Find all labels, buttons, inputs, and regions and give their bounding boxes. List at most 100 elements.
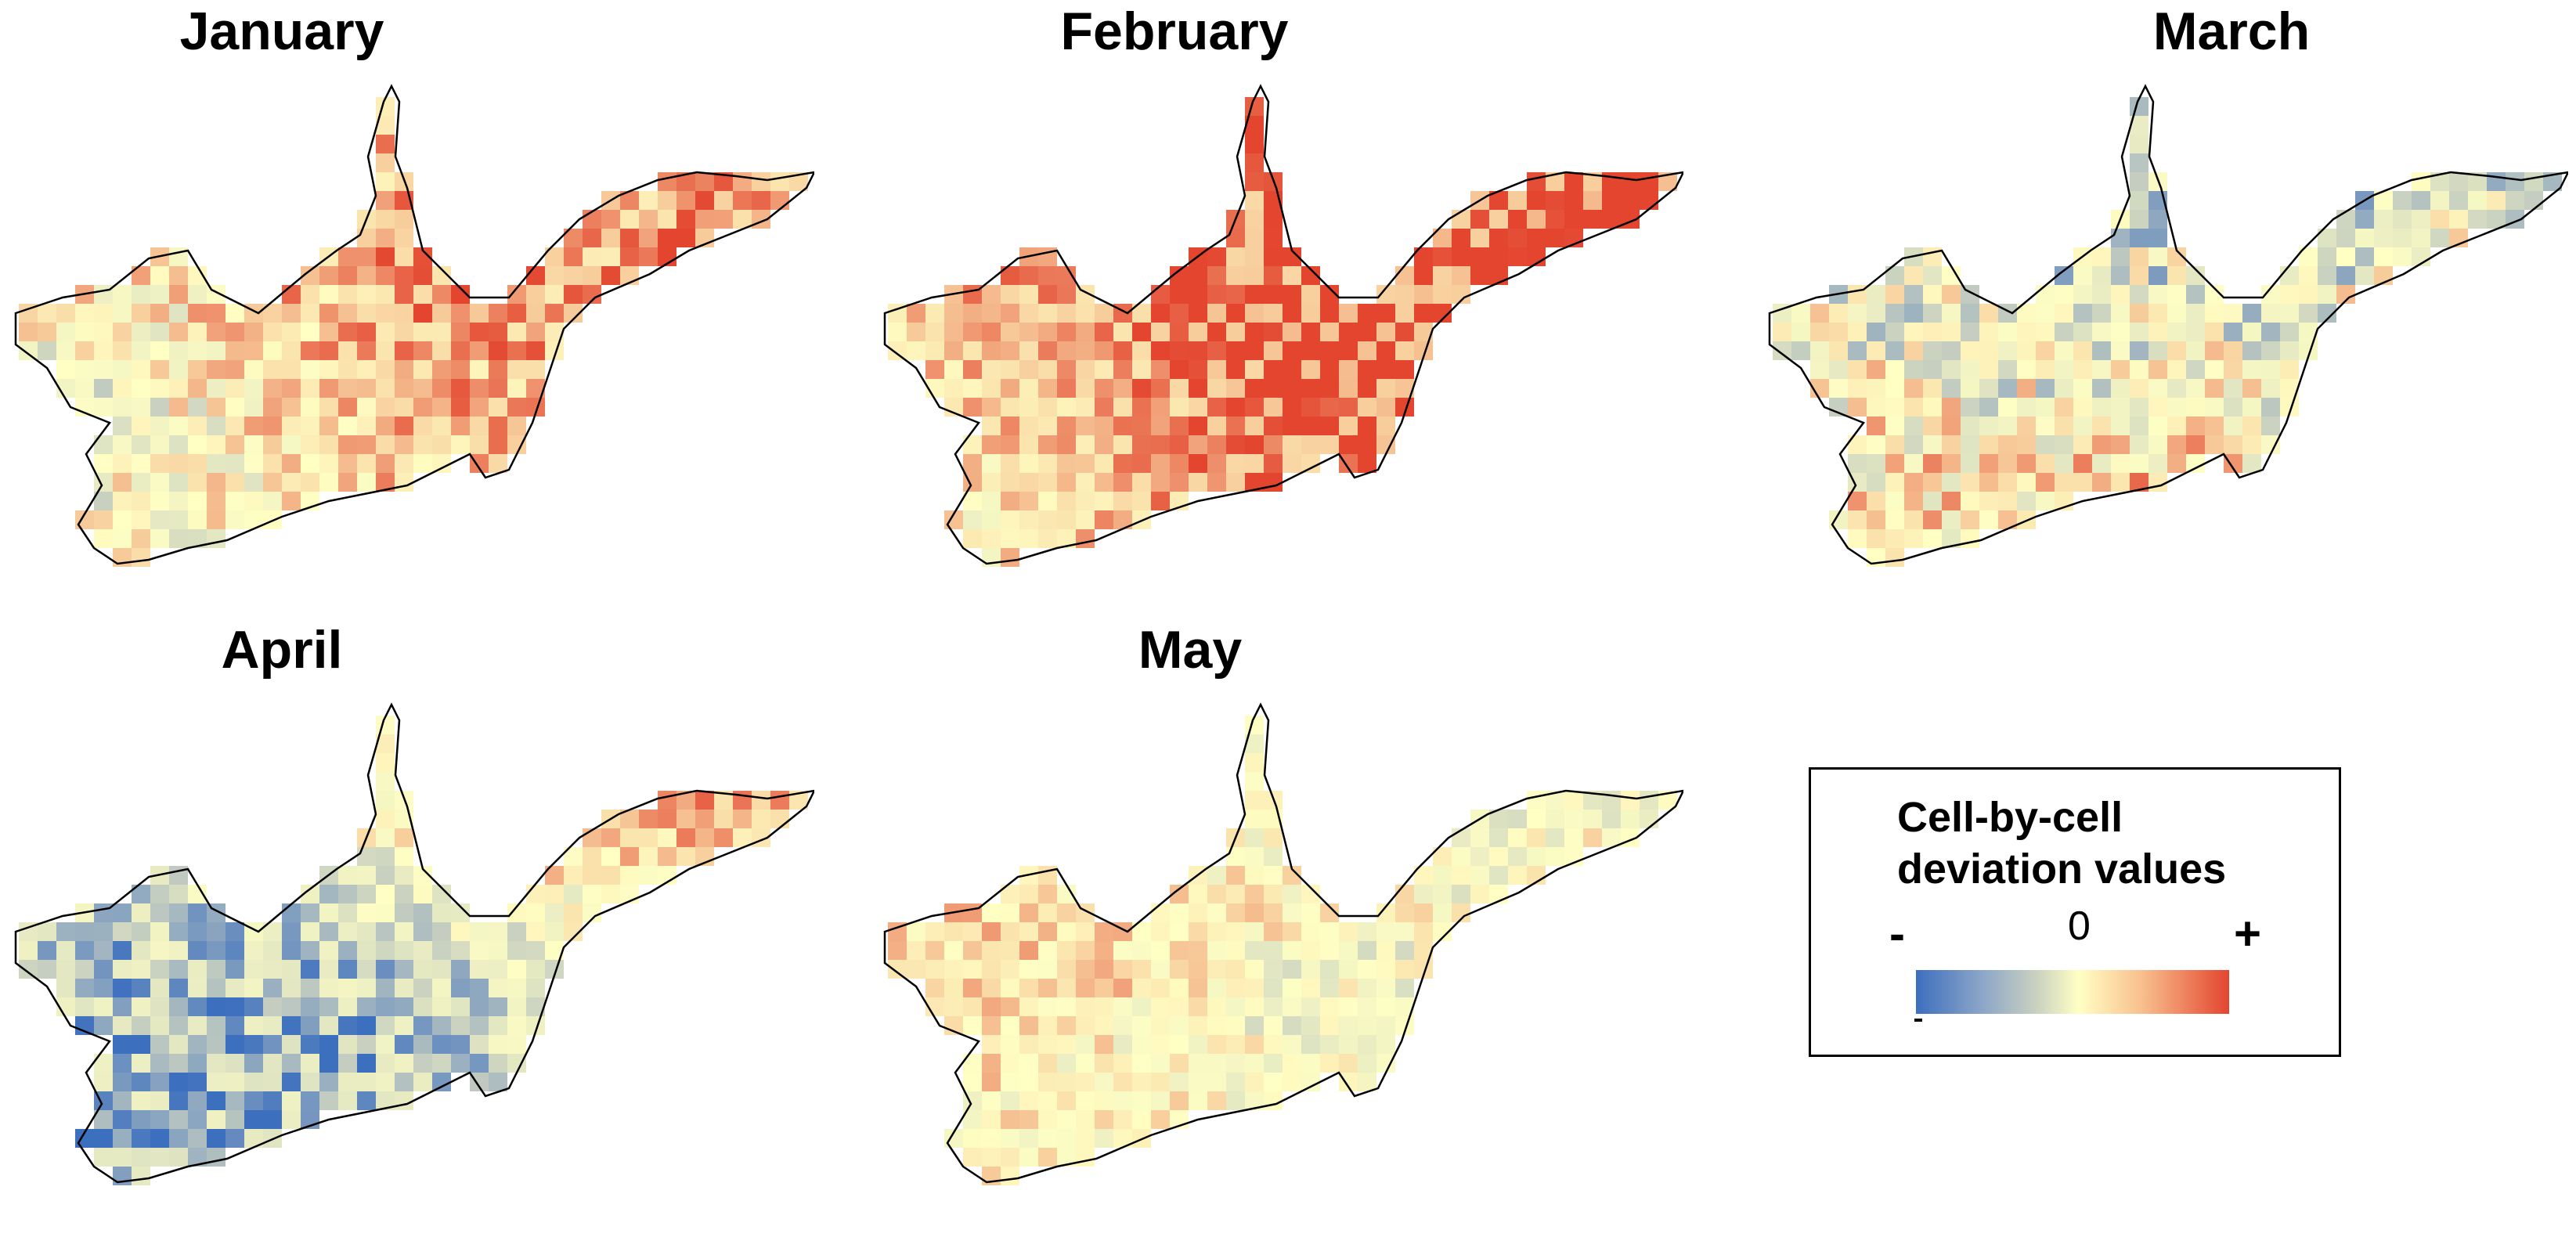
grid-cell <box>963 922 982 941</box>
grid-cell <box>1151 941 1170 960</box>
grid-cell <box>1452 229 1470 247</box>
grid-cell <box>601 866 620 885</box>
grid-cell <box>2261 360 2280 379</box>
grid-cell <box>338 473 357 492</box>
grid-cell <box>1848 360 1867 379</box>
grid-cell <box>357 847 376 866</box>
grid-cell <box>1132 360 1151 379</box>
grid-cell <box>1001 323 1019 341</box>
grid-cell <box>132 1167 150 1185</box>
grid-cell <box>225 473 244 492</box>
grid-cell <box>1979 341 1998 360</box>
grid-cell <box>2506 191 2524 210</box>
grid-cell <box>1264 997 1283 1016</box>
grid-cell <box>944 323 963 341</box>
grid-cell <box>1226 960 1245 979</box>
grid-cell <box>1207 285 1226 304</box>
grid-cell <box>207 473 225 492</box>
grid-cell <box>733 791 752 810</box>
grid-cell <box>658 847 676 866</box>
grid-cell <box>2280 360 2299 379</box>
grid-cell <box>1376 1054 1395 1073</box>
grid-cell <box>1226 360 1245 379</box>
grid-cell <box>244 941 263 960</box>
grid-cell <box>676 210 695 229</box>
grid-cell <box>1848 529 1867 548</box>
grid-cell <box>376 435 395 454</box>
grid-cell <box>395 979 413 997</box>
grid-cell <box>2205 341 2224 360</box>
grid-cell <box>338 304 357 323</box>
grid-cell <box>1038 285 1057 304</box>
region-outline <box>883 702 1683 1184</box>
grid-cell <box>19 341 38 360</box>
grid-cell <box>1132 960 1151 979</box>
grid-cell <box>188 492 207 510</box>
grid-cell <box>1395 903 1414 922</box>
grid-cell <box>1226 229 1245 247</box>
grid-cell <box>413 323 432 341</box>
grid-cell <box>1057 379 1076 398</box>
grid-cell <box>207 1073 225 1091</box>
grid-cell <box>395 210 413 229</box>
grid-cell <box>1923 379 1942 398</box>
grid-cell <box>1452 885 1470 903</box>
grid-cell <box>963 510 982 529</box>
grid-cell <box>169 1073 188 1091</box>
grid-cell <box>1264 435 1283 454</box>
grid-cell <box>207 360 225 379</box>
grid-cell <box>1773 341 1791 360</box>
grid-cell <box>1001 548 1019 567</box>
grid-cell <box>338 266 357 285</box>
grid-cell <box>1076 1073 1095 1091</box>
grid-cell <box>1076 1129 1095 1148</box>
grid-cell <box>432 417 451 435</box>
grid-cell <box>1885 398 1904 417</box>
grid-cell <box>620 229 639 247</box>
grid-cell <box>263 1073 282 1091</box>
grid-cell <box>1301 1035 1320 1054</box>
grid-cell <box>1019 885 1038 903</box>
grid-cell <box>1433 266 1452 285</box>
grid-cell <box>1001 417 1019 435</box>
grid-cell <box>1810 304 1829 323</box>
grid-cell <box>132 548 150 567</box>
grid-cell <box>1095 473 1113 492</box>
grid-cell <box>376 210 395 229</box>
grid-cell <box>489 979 507 997</box>
grid-cell <box>1376 979 1395 997</box>
grid-cell <box>1245 903 1264 922</box>
grid-cell <box>1207 341 1226 360</box>
grid-cell <box>1038 1110 1057 1129</box>
grid-cell <box>1170 960 1189 979</box>
grid-cell <box>1452 847 1470 866</box>
grid-cell <box>676 847 695 866</box>
grid-cell <box>2449 210 2468 229</box>
grid-cell <box>1942 323 1961 341</box>
grid-cell <box>225 1035 244 1054</box>
grid-cell <box>2393 229 2412 247</box>
grid-cell <box>225 417 244 435</box>
grid-cell <box>1470 210 1489 229</box>
grid-cell <box>2055 360 2073 379</box>
grid-cell <box>169 360 188 379</box>
grid-cell <box>1904 266 1923 285</box>
grid-cell <box>225 398 244 417</box>
grid-cell <box>38 304 56 323</box>
grid-cell <box>1207 266 1226 285</box>
grid-cell <box>207 960 225 979</box>
grid-cell <box>925 979 944 997</box>
grid-cell <box>207 398 225 417</box>
grid-cell <box>357 1054 376 1073</box>
grid-cell <box>132 1148 150 1167</box>
grid-cell <box>1283 1054 1301 1073</box>
grid-cell <box>2374 229 2393 247</box>
grid-cell <box>2092 360 2111 379</box>
grid-cell <box>639 247 658 266</box>
grid-cell <box>1076 473 1095 492</box>
grid-cell <box>263 1110 282 1129</box>
grid-cell <box>1226 247 1245 266</box>
grid-cell <box>225 960 244 979</box>
grid-cell <box>1057 323 1076 341</box>
grid-cell <box>1245 866 1264 885</box>
